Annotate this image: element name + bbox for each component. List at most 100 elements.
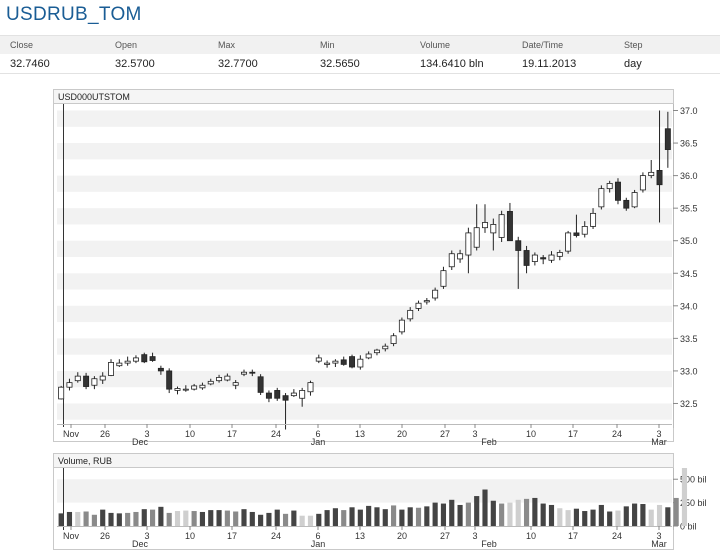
volume-bar <box>349 507 355 526</box>
volume-bar <box>108 512 114 526</box>
price-y-tick-label: 33.5 <box>680 334 698 344</box>
price-chart[interactable]: USD000UTSTOM 32.5 33.0 33.5 34.0 34.5 35.0 35.5… <box>0 86 720 450</box>
volume-title-bar <box>53 453 674 468</box>
candle-body <box>573 232 580 236</box>
volume-bar <box>415 507 422 526</box>
candle-body <box>349 356 356 368</box>
candle-body <box>465 232 472 256</box>
volume-bar <box>307 515 314 526</box>
stat-value-open: 32.5700 <box>115 58 155 70</box>
volume-x-tick-label: 17 <box>568 531 578 541</box>
price-y-tick-label: 35.5 <box>680 204 698 214</box>
volume-bar <box>424 506 430 526</box>
volume-bar <box>316 513 322 526</box>
volume-bar <box>374 507 380 526</box>
volume-bar <box>174 511 181 526</box>
stat-header-volume: Volume <box>420 40 451 50</box>
price-x-tick-label: 24 <box>271 429 281 439</box>
candle-body <box>548 254 555 261</box>
price-y-tick-label: 34.0 <box>680 301 698 311</box>
volume-x-tick-label: Feb <box>481 539 497 549</box>
price-x-tick-label: Dec <box>132 437 149 447</box>
candle-body <box>565 232 572 252</box>
candle-body <box>615 181 621 201</box>
price-grid-band <box>57 338 672 355</box>
volume-bar <box>407 507 413 526</box>
volume-bar <box>640 504 646 526</box>
volume-bar <box>573 508 580 526</box>
candle-body <box>523 250 530 266</box>
volume-bar <box>208 510 214 526</box>
volume-bar <box>665 507 671 526</box>
volume-bar <box>656 504 663 526</box>
volume-x-tick-label: Dec <box>132 539 149 549</box>
candle-body <box>457 253 464 260</box>
price-x-tick-label: 26 <box>100 429 110 439</box>
candle-body <box>407 309 414 320</box>
volume-x-tick-label: Mar <box>651 539 667 549</box>
stats-header-row <box>0 36 720 54</box>
volume-bar <box>399 509 405 526</box>
stat-value-min: 32.5650 <box>320 58 360 70</box>
candle-body <box>473 227 480 248</box>
candle-body <box>373 349 380 354</box>
price-x-tick-label: 27 <box>440 429 450 439</box>
price-grid-band <box>57 175 672 192</box>
volume-bar <box>540 503 546 526</box>
candle-body <box>506 211 513 242</box>
price-grid-band <box>57 403 672 420</box>
price-x-tick-label: 17 <box>568 429 578 439</box>
price-y-tick-label: 36.5 <box>680 139 698 149</box>
price-y-tick-label: 32.5 <box>680 399 698 409</box>
candle-body <box>423 300 430 303</box>
volume-bar <box>590 509 596 526</box>
candle-body <box>282 395 289 401</box>
candle-body <box>432 289 439 299</box>
candle-body <box>623 199 630 209</box>
volume-bar <box>341 510 347 526</box>
candle-body <box>398 319 405 333</box>
volume-bar <box>233 511 239 526</box>
candle-body <box>149 356 156 361</box>
stat-value-close: 32.7460 <box>10 58 50 70</box>
volume-y-tick-label: 0 bil <box>680 522 697 532</box>
candle-body <box>307 382 314 393</box>
stat-header-close: Close <box>10 40 34 50</box>
volume-bar <box>440 503 447 526</box>
price-grid-band <box>57 110 672 127</box>
candle-body <box>581 225 588 235</box>
candle-body <box>224 375 231 381</box>
candle-body <box>265 392 272 399</box>
volume-bar <box>116 513 122 526</box>
volume-bar <box>199 511 206 526</box>
stat-header-step: Step <box>624 40 643 50</box>
candle-body <box>590 212 597 227</box>
volume-bar <box>149 509 156 526</box>
candle-body <box>540 257 547 260</box>
price-y-tick-label: 34.5 <box>680 269 698 279</box>
volume-bar <box>100 509 106 526</box>
chart-area: USD000UTSTOM 32.5 33.0 33.5 34.0 34.5 35.0 35.5… <box>0 86 720 556</box>
price-x-tick-label: 17 <box>227 429 237 439</box>
volume-bar <box>258 514 264 526</box>
volume-bar <box>83 511 89 526</box>
candle-body <box>390 335 397 344</box>
price-y-tick-label: 37.0 <box>680 106 698 116</box>
volume-x-tick-label: 3 <box>144 531 149 541</box>
volume-bar <box>507 502 513 526</box>
volume-bar <box>216 510 222 526</box>
volume-x-tick-label: Nov <box>63 531 80 541</box>
candle-body <box>141 354 148 363</box>
volume-bar <box>598 504 604 526</box>
price-grid-band <box>57 305 672 323</box>
volume-bar <box>548 504 555 526</box>
candle-body <box>357 358 364 368</box>
volume-bar <box>357 509 363 526</box>
candle-body <box>232 382 239 386</box>
volume-bar <box>490 500 496 526</box>
volume-bar <box>623 506 629 526</box>
stat-header-max: Max <box>218 40 236 50</box>
volume-bar <box>274 509 280 526</box>
volume-bar <box>449 499 455 526</box>
